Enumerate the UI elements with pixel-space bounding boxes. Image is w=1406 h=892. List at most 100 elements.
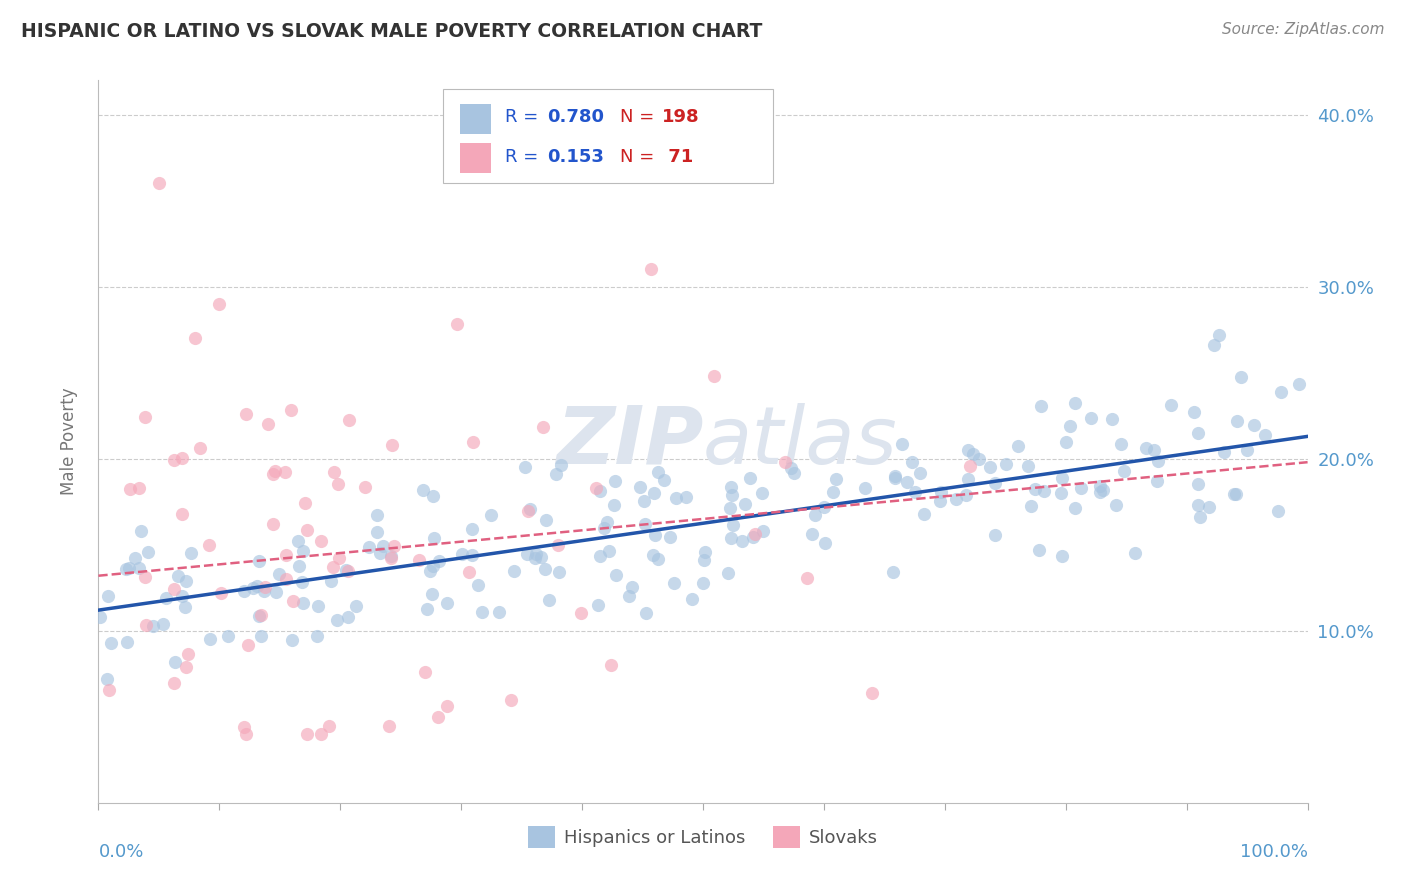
Point — [134, 410, 156, 425]
Point — [945, 492, 967, 507]
Point — [328, 550, 350, 565]
Point — [983, 528, 1005, 542]
Point — [152, 617, 174, 632]
Point — [280, 402, 302, 417]
Point — [617, 589, 640, 603]
Point — [382, 539, 405, 553]
Point — [291, 575, 314, 590]
Point — [813, 500, 835, 514]
Point — [163, 676, 186, 690]
Point — [721, 488, 744, 502]
Point — [813, 536, 835, 550]
Text: atlas: atlas — [703, 402, 898, 481]
Point — [120, 483, 142, 497]
Point — [720, 531, 742, 545]
Point — [135, 617, 157, 632]
Point — [1160, 398, 1182, 412]
Point — [903, 485, 925, 500]
Point — [249, 607, 271, 622]
Point — [247, 608, 270, 623]
Point — [1050, 485, 1073, 500]
Text: N =: N = — [620, 148, 659, 166]
Point — [292, 596, 315, 610]
Point — [89, 609, 111, 624]
Point — [1050, 549, 1073, 563]
Point — [309, 727, 332, 741]
Point — [359, 540, 381, 554]
Point — [717, 566, 740, 581]
Point — [471, 605, 494, 619]
Point — [422, 559, 444, 574]
Point — [605, 568, 627, 582]
Point — [536, 514, 558, 528]
Point — [436, 699, 458, 714]
Point — [253, 584, 276, 599]
Point — [366, 508, 388, 522]
Point — [318, 719, 340, 733]
Point — [422, 531, 444, 545]
Point — [172, 589, 194, 603]
Point — [233, 720, 256, 734]
Text: 71: 71 — [662, 148, 693, 166]
Point — [662, 576, 685, 591]
Point — [744, 526, 766, 541]
Point — [1105, 498, 1128, 512]
Point — [371, 539, 394, 553]
Point — [198, 537, 221, 551]
Point — [900, 455, 922, 469]
Point — [647, 465, 669, 479]
Point — [1142, 442, 1164, 457]
Point — [641, 548, 664, 562]
Point — [1007, 439, 1029, 453]
Point — [163, 582, 186, 597]
Point — [266, 585, 288, 599]
Point — [692, 575, 714, 590]
Point — [1243, 418, 1265, 433]
Point — [115, 562, 138, 576]
Point — [628, 480, 651, 494]
Point — [1088, 479, 1111, 493]
Point — [908, 466, 931, 480]
Legend: Hispanics or Latinos, Slovaks: Hispanics or Latinos, Slovaks — [522, 819, 884, 855]
Point — [246, 579, 269, 593]
Point — [242, 582, 264, 596]
Point — [537, 593, 560, 607]
Point — [170, 507, 193, 521]
Text: R =: R = — [505, 148, 544, 166]
Point — [703, 368, 725, 383]
Point — [882, 565, 904, 579]
Point — [450, 547, 472, 561]
Point — [734, 497, 756, 511]
Point — [337, 565, 360, 579]
Text: N =: N = — [620, 108, 659, 127]
Point — [117, 635, 139, 649]
Point — [1059, 419, 1081, 434]
Point — [955, 488, 977, 502]
Point — [281, 632, 304, 647]
Point — [531, 419, 554, 434]
Point — [264, 464, 287, 478]
Point — [547, 538, 569, 552]
Point — [519, 502, 541, 516]
Point — [412, 483, 434, 497]
Point — [134, 570, 156, 584]
Point — [321, 574, 343, 588]
Point — [1064, 396, 1087, 410]
Point — [569, 606, 592, 620]
Point — [1109, 436, 1132, 450]
Point — [167, 568, 190, 582]
Point — [1202, 338, 1225, 352]
Point — [598, 544, 620, 558]
Point — [155, 591, 177, 605]
Point — [461, 548, 484, 562]
Point — [163, 453, 186, 467]
Point — [131, 524, 153, 538]
Point — [738, 470, 761, 484]
Point — [413, 665, 436, 680]
Point — [621, 580, 644, 594]
Point — [775, 454, 797, 468]
Point — [408, 553, 430, 567]
Point — [249, 553, 271, 567]
Point — [643, 486, 665, 500]
Point — [752, 524, 775, 539]
